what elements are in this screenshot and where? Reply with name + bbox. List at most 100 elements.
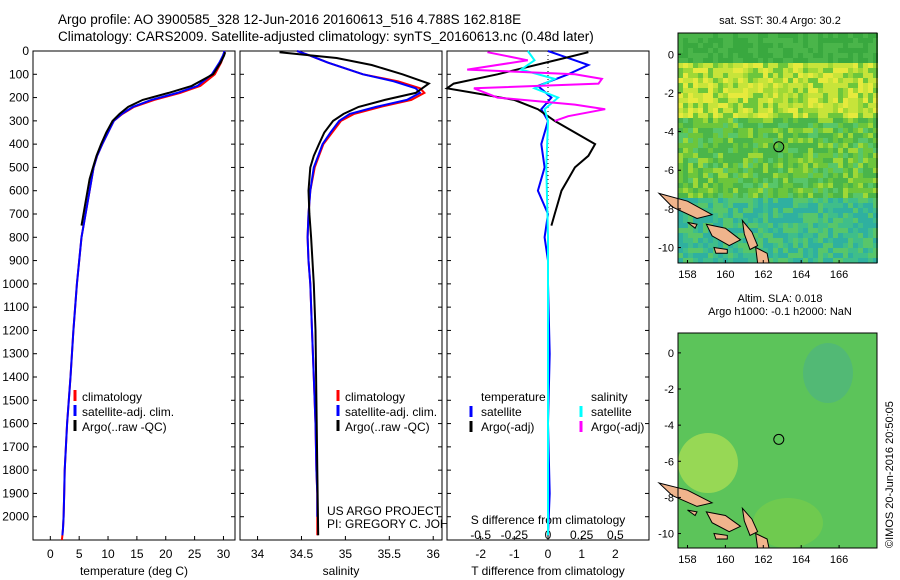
land-island (713, 532, 728, 540)
sla-map-subtitle: Argo h1000: -0.1 h2000: NaN (708, 306, 852, 318)
sst-map: 158 160 162 164 166 0 -2 -4 -6 -8 -10 (657, 32, 878, 281)
imos-credit: ©IMOS 20-Jun-2016 20:50:05 (884, 401, 896, 548)
x-tick-label: 1 (578, 547, 585, 561)
x2-tick-label: 0.25 (570, 528, 594, 542)
series-line (80, 51, 227, 226)
x-tick-label: 5 (76, 547, 83, 561)
argo-location-marker (773, 433, 785, 445)
x-tick-label: 36 (427, 547, 441, 561)
sst-map-title: sat. SST: 30.4 Argo: 30.2 (719, 15, 841, 27)
x-tick-label: 2 (612, 547, 619, 561)
y-tick-label: 1000 (2, 277, 29, 291)
legend-label: climatology (345, 390, 405, 404)
y-tick-label: 1600 (2, 417, 29, 431)
y-tick-label: 1500 (2, 393, 29, 407)
y-tick-label: 1300 (2, 347, 29, 361)
series-line (518, 50, 561, 536)
x-tick-label: 15 (130, 547, 144, 561)
x-tick-label: 0 (545, 547, 552, 561)
x-tick-label: -2 (475, 547, 486, 561)
x-tick-label: 30 (217, 547, 231, 561)
map-x-tick-label: 160 (716, 554, 734, 566)
y-tick-label: 2000 (2, 510, 29, 524)
map-x-tick-label: 160 (716, 269, 734, 281)
x-tick-label: 34 (251, 547, 265, 561)
profile-title: Argo profile: AO 3900585_328 12-Jun-2016… (58, 12, 522, 27)
map-x-tick-label: 164 (792, 554, 810, 566)
x-tick-label: 25 (188, 547, 202, 561)
land-island (687, 221, 698, 229)
map-y-tick-label: -6 (664, 165, 674, 177)
y-tick-label: 600 (9, 184, 29, 198)
climatology-subtitle: Climatology: CARS2009. Satellite-adjuste… (58, 29, 594, 44)
y-tick-label: 1800 (2, 463, 29, 477)
x-tick-label: 34.5 (290, 547, 314, 561)
land-island (713, 246, 728, 254)
project-annotation: US ARGO PROJECT (327, 504, 442, 518)
land-island (657, 192, 714, 220)
series-line (296, 50, 422, 517)
temperature-panel: 0100200300400500600700800900100011001200… (2, 44, 236, 578)
land-island (705, 223, 742, 247)
map-x-tick-label: 158 (678, 269, 696, 281)
map-x-tick-label: 162 (754, 269, 772, 281)
y-tick-label: 1700 (2, 440, 29, 454)
x2-tick-label: 0.5 (607, 528, 624, 542)
map-y-tick-label: -8 (664, 204, 674, 216)
sla-map-title: Altim. SLA: 0.018 (737, 293, 823, 305)
map-y-tick-label: -2 (664, 384, 674, 396)
map-frame (677, 32, 878, 264)
land-island (687, 509, 698, 517)
y-tick-label: 1400 (2, 370, 29, 384)
x-tick-label: 0 (47, 547, 54, 561)
legend-label: satellite (481, 405, 522, 419)
y-tick-label: 1200 (2, 323, 29, 337)
map-y-tick-label: -10 (658, 529, 674, 541)
map-x-tick-label: 166 (830, 554, 848, 566)
legend-label: satellite (591, 405, 632, 419)
y-tick-label: 800 (9, 230, 29, 244)
land-island (705, 511, 742, 533)
x2-tick-label: -0.5 (470, 528, 491, 542)
plot-frame (32, 50, 236, 541)
map-y-tick-label: -6 (664, 456, 674, 468)
plot-frame (239, 50, 443, 541)
salinity-panel: 34 34.5 35 35.5 36 salinity climatologysatelli… (239, 50, 483, 578)
legend-label: climatology (82, 390, 142, 404)
x-tick-label: 20 (159, 547, 173, 561)
land-island (741, 506, 759, 537)
y-tick-label: 700 (9, 207, 29, 221)
land-island (657, 482, 714, 507)
sla-map: 158 160 162 164 166 0 -2 -4 -6 -8 -10 (657, 332, 878, 566)
legend-label: satellite-adj. clim. (345, 405, 437, 419)
x-tick-label: 10 (101, 547, 115, 561)
y-tick-label: 300 (9, 114, 29, 128)
map-x-tick-label: 164 (792, 269, 810, 281)
legend-label: Argo(..raw -QC) (82, 420, 167, 434)
map-y-tick-label: -10 (658, 243, 674, 255)
y-tick-label: 1900 (2, 486, 29, 500)
y-tick-label: 100 (9, 67, 29, 81)
y-tick-label: 200 (9, 91, 29, 105)
map-y-tick-label: -8 (664, 492, 674, 504)
x-axis-label: salinity (323, 564, 360, 578)
y-tick-label: 400 (9, 137, 29, 151)
map-y-tick-label: -4 (664, 420, 674, 432)
legend-label: Argo(-adj) (591, 420, 644, 434)
argo-location-marker (773, 141, 785, 153)
y-tick-label: 0 (22, 44, 29, 58)
y-tick-label: 1100 (3, 300, 29, 314)
project-annotation: PI: GREGORY C. JOHNSON (327, 517, 483, 531)
map-x-tick-label: 166 (830, 269, 848, 281)
legend-label: Argo(-adj) (481, 420, 534, 434)
x-tick-label: -1 (509, 547, 520, 561)
map-y-tick-label: 0 (668, 348, 674, 360)
series-line (279, 51, 431, 536)
x2-tick-label: -0.25 (501, 528, 529, 542)
series-line (467, 51, 606, 122)
map-y-tick-label: 0 (668, 49, 674, 61)
map-y-tick-label: -4 (664, 127, 674, 139)
map-x-tick-label: 162 (754, 554, 772, 566)
